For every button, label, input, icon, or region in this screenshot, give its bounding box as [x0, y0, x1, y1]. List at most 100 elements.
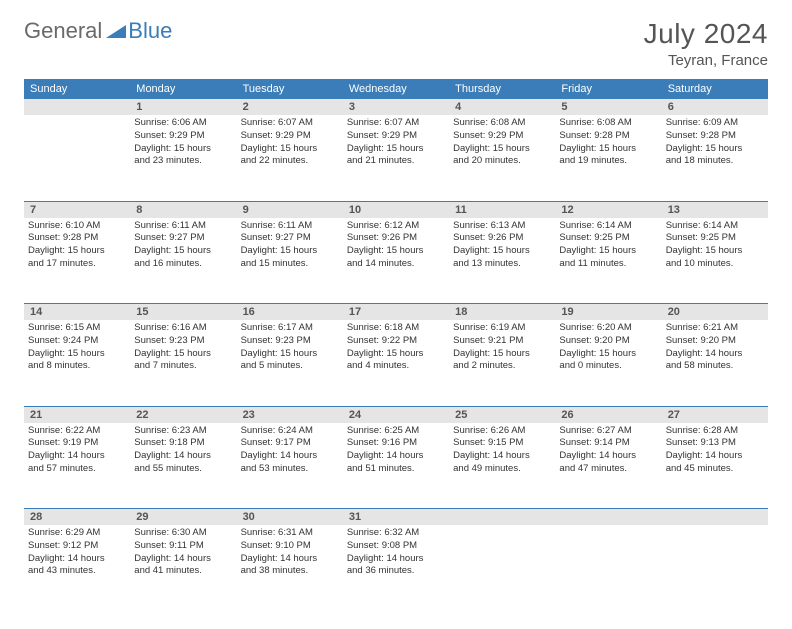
day-number: 30 [237, 509, 343, 526]
day-header-row: Sunday Monday Tuesday Wednesday Thursday… [24, 79, 768, 99]
day-number: 3 [343, 99, 449, 115]
sunrise-text: Sunrise: 6:07 AM [347, 117, 445, 130]
day-cell [662, 525, 768, 611]
d2-text: and 58 minutes. [666, 360, 764, 373]
sunset-text: Sunset: 9:14 PM [559, 437, 657, 450]
sunset-text: Sunset: 9:15 PM [453, 437, 551, 450]
day-header: Saturday [662, 79, 768, 99]
day-cell: Sunrise: 6:27 AMSunset: 9:14 PMDaylight:… [555, 423, 661, 509]
d2-text: and 5 minutes. [241, 360, 339, 373]
brand-logo: General Blue [24, 18, 172, 44]
d2-text: and 55 minutes. [134, 463, 232, 476]
day-cell: Sunrise: 6:17 AMSunset: 9:23 PMDaylight:… [237, 320, 343, 406]
d2-text: and 53 minutes. [241, 463, 339, 476]
day-cell: Sunrise: 6:19 AMSunset: 9:21 PMDaylight:… [449, 320, 555, 406]
location-label: Teyran, France [644, 52, 768, 69]
day-cell: Sunrise: 6:15 AMSunset: 9:24 PMDaylight:… [24, 320, 130, 406]
sunrise-text: Sunrise: 6:10 AM [28, 220, 126, 233]
week-row: Sunrise: 6:29 AMSunset: 9:12 PMDaylight:… [24, 525, 768, 611]
day-number: 11 [449, 201, 555, 218]
week-row: Sunrise: 6:10 AMSunset: 9:28 PMDaylight:… [24, 218, 768, 304]
sunrise-text: Sunrise: 6:08 AM [559, 117, 657, 130]
d1-text: Daylight: 14 hours [666, 450, 764, 463]
sunset-text: Sunset: 9:25 PM [559, 232, 657, 245]
day-number: 9 [237, 201, 343, 218]
day-number: 1 [130, 99, 236, 115]
d1-text: Daylight: 14 hours [666, 348, 764, 361]
brand-part2: Blue [128, 18, 172, 44]
d2-text: and 36 minutes. [347, 565, 445, 578]
sunset-text: Sunset: 9:26 PM [453, 232, 551, 245]
d2-text: and 18 minutes. [666, 155, 764, 168]
d1-text: Daylight: 15 hours [241, 245, 339, 258]
day-cell: Sunrise: 6:25 AMSunset: 9:16 PMDaylight:… [343, 423, 449, 509]
d1-text: Daylight: 15 hours [347, 245, 445, 258]
d1-text: Daylight: 14 hours [28, 553, 126, 566]
day-cell [555, 525, 661, 611]
sunset-text: Sunset: 9:23 PM [241, 335, 339, 348]
d1-text: Daylight: 14 hours [559, 450, 657, 463]
d1-text: Daylight: 15 hours [134, 143, 232, 156]
sunrise-text: Sunrise: 6:13 AM [453, 220, 551, 233]
day-number: 8 [130, 201, 236, 218]
day-header: Wednesday [343, 79, 449, 99]
day-number: 4 [449, 99, 555, 115]
day-cell: Sunrise: 6:11 AMSunset: 9:27 PMDaylight:… [130, 218, 236, 304]
day-number: 15 [130, 304, 236, 321]
d1-text: Daylight: 15 hours [134, 245, 232, 258]
sunrise-text: Sunrise: 6:12 AM [347, 220, 445, 233]
d1-text: Daylight: 14 hours [347, 450, 445, 463]
sunset-text: Sunset: 9:28 PM [666, 130, 764, 143]
sunset-text: Sunset: 9:28 PM [559, 130, 657, 143]
day-cell: Sunrise: 6:08 AMSunset: 9:28 PMDaylight:… [555, 115, 661, 201]
d1-text: Daylight: 14 hours [241, 450, 339, 463]
d2-text: and 17 minutes. [28, 258, 126, 271]
d1-text: Daylight: 14 hours [347, 553, 445, 566]
calendar-body: 123456Sunrise: 6:06 AMSunset: 9:29 PMDay… [24, 99, 768, 611]
sunset-text: Sunset: 9:10 PM [241, 540, 339, 553]
d1-text: Daylight: 15 hours [241, 348, 339, 361]
sunrise-text: Sunrise: 6:22 AM [28, 425, 126, 438]
daynum-row: 78910111213 [24, 201, 768, 218]
sunset-text: Sunset: 9:27 PM [241, 232, 339, 245]
day-cell: Sunrise: 6:13 AMSunset: 9:26 PMDaylight:… [449, 218, 555, 304]
day-cell: Sunrise: 6:23 AMSunset: 9:18 PMDaylight:… [130, 423, 236, 509]
day-number: 14 [24, 304, 130, 321]
day-cell: Sunrise: 6:29 AMSunset: 9:12 PMDaylight:… [24, 525, 130, 611]
sunrise-text: Sunrise: 6:17 AM [241, 322, 339, 335]
d1-text: Daylight: 15 hours [347, 348, 445, 361]
sunset-text: Sunset: 9:17 PM [241, 437, 339, 450]
sunset-text: Sunset: 9:11 PM [134, 540, 232, 553]
triangle-icon [106, 22, 126, 41]
d2-text: and 45 minutes. [666, 463, 764, 476]
d1-text: Daylight: 15 hours [559, 348, 657, 361]
sunrise-text: Sunrise: 6:29 AM [28, 527, 126, 540]
day-cell: Sunrise: 6:31 AMSunset: 9:10 PMDaylight:… [237, 525, 343, 611]
sunset-text: Sunset: 9:29 PM [453, 130, 551, 143]
d2-text: and 14 minutes. [347, 258, 445, 271]
d1-text: Daylight: 15 hours [453, 245, 551, 258]
sunrise-text: Sunrise: 6:07 AM [241, 117, 339, 130]
day-cell: Sunrise: 6:20 AMSunset: 9:20 PMDaylight:… [555, 320, 661, 406]
sunrise-text: Sunrise: 6:16 AM [134, 322, 232, 335]
sunset-text: Sunset: 9:29 PM [347, 130, 445, 143]
day-cell [449, 525, 555, 611]
daynum-row: 14151617181920 [24, 304, 768, 321]
sunset-text: Sunset: 9:28 PM [28, 232, 126, 245]
sunrise-text: Sunrise: 6:08 AM [453, 117, 551, 130]
d2-text: and 38 minutes. [241, 565, 339, 578]
sunrise-text: Sunrise: 6:21 AM [666, 322, 764, 335]
day-number: 27 [662, 406, 768, 423]
d1-text: Daylight: 14 hours [134, 450, 232, 463]
d2-text: and 51 minutes. [347, 463, 445, 476]
day-cell: Sunrise: 6:06 AMSunset: 9:29 PMDaylight:… [130, 115, 236, 201]
day-number: 31 [343, 509, 449, 526]
day-number: 10 [343, 201, 449, 218]
daynum-row: 123456 [24, 99, 768, 115]
week-row: Sunrise: 6:22 AMSunset: 9:19 PMDaylight:… [24, 423, 768, 509]
day-cell: Sunrise: 6:24 AMSunset: 9:17 PMDaylight:… [237, 423, 343, 509]
sunset-text: Sunset: 9:21 PM [453, 335, 551, 348]
d1-text: Daylight: 15 hours [28, 245, 126, 258]
sunrise-text: Sunrise: 6:26 AM [453, 425, 551, 438]
d1-text: Daylight: 15 hours [559, 143, 657, 156]
